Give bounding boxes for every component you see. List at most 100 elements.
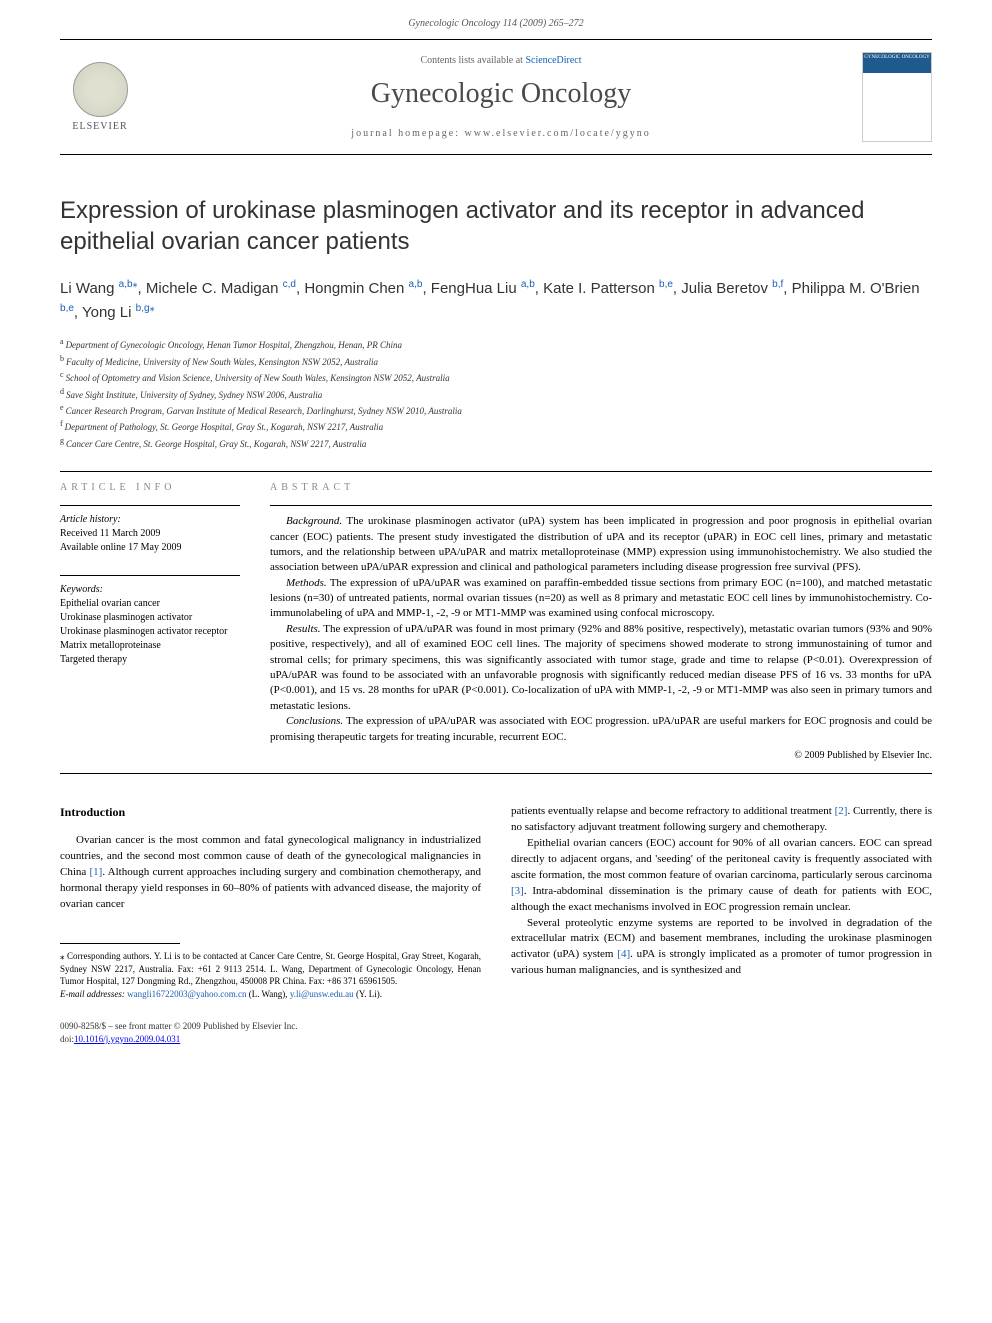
affiliation-link[interactable]: b [659, 279, 665, 290]
abstract-results: Results. The expression of uPA/uPAR was … [270, 622, 932, 714]
issn-line: 0090-8258/$ – see front matter © 2009 Pu… [60, 1020, 932, 1033]
intro-paragraph-1: Ovarian cancer is the most common and fa… [60, 833, 481, 913]
rp2-text-a: Epithelial ovarian cancers (EOC) account… [511, 837, 932, 881]
ref-2-link[interactable]: [2] [835, 805, 848, 817]
journal-homepage-line: journal homepage: www.elsevier.com/locat… [140, 128, 862, 139]
abstract-panel: ABSTRACT Background. The urokinase plasm… [270, 482, 932, 763]
email-2-link[interactable]: y.li@unsw.edu.au [290, 989, 354, 999]
received-date: Received 11 March 2009 [60, 527, 240, 541]
article-history-block: Article history: Received 11 March 2009 … [60, 505, 240, 555]
rp2-text-b: . Intra-abdominal dissemination is the p… [511, 885, 932, 913]
affiliation-sup: c [60, 370, 66, 379]
background-label: Background. [286, 515, 342, 527]
doi-line: doi:10.1016/j.ygyno.2009.04.031 [60, 1033, 932, 1046]
doi-label: doi: [60, 1034, 74, 1044]
author: Yong Li b,g⁎ [82, 304, 155, 321]
affiliation-link[interactable]: a [409, 279, 415, 290]
online-date: Available online 17 May 2009 [60, 541, 240, 555]
body-columns: Introduction Ovarian cancer is the most … [60, 804, 932, 1000]
info-abstract-row: ARTICLE INFO Article history: Received 1… [60, 482, 932, 763]
footnotes: ⁎ Corresponding authors. Y. Li is to be … [60, 950, 481, 1000]
affiliation-link[interactable]: b [417, 279, 423, 290]
author-affiliation-sup: a,b [521, 279, 535, 290]
affiliation-list: a Department of Gynecologic Oncology, He… [60, 336, 932, 451]
corresponding-star[interactable]: ⁎ [133, 279, 138, 290]
abstract-body: Background. The urokinase plasminogen ac… [270, 505, 932, 763]
affiliation-link[interactable]: e [667, 279, 673, 290]
article-info-heading: ARTICLE INFO [60, 482, 240, 493]
abstract-heading: ABSTRACT [270, 482, 932, 493]
author-affiliation-sup: c,d [283, 279, 296, 290]
ref-4-link[interactable]: [4] [617, 948, 630, 960]
affiliation-link[interactable]: f [781, 279, 784, 290]
journal-banner: ELSEVIER Contents lists available at Sci… [60, 39, 932, 155]
affiliation-line: c School of Optometry and Vision Science… [60, 369, 932, 385]
ref-3-link[interactable]: [3] [511, 885, 524, 897]
intro-paragraph-2: Epithelial ovarian cancers (EOC) account… [511, 836, 932, 916]
affiliation-link[interactable]: e [68, 303, 74, 314]
keyword-item: Urokinase plasminogen activator [60, 611, 240, 625]
contents-available-line: Contents lists available at ScienceDirec… [140, 55, 862, 66]
affiliation-sup: d [60, 387, 66, 396]
affiliation-line: d Save Sight Institute, University of Sy… [60, 386, 932, 402]
author: Li Wang a,b⁎ [60, 280, 138, 297]
author-list: Li Wang a,b⁎, Michele C. Madigan c,d, Ho… [60, 277, 932, 324]
affiliation-line: e Cancer Research Program, Garvan Instit… [60, 402, 932, 418]
email-1-link[interactable]: wangli16722003@yahoo.com.cn [127, 989, 246, 999]
keyword-item: Epithelial ovarian cancer [60, 597, 240, 611]
conclusions-text: The expression of uPA/uPAR was associate… [270, 715, 932, 742]
corresponding-star[interactable]: ⁎ [150, 303, 155, 314]
corresponding-author-note: ⁎ Corresponding authors. Y. Li is to be … [60, 950, 481, 988]
affiliation-line: g Cancer Care Centre, St. George Hospita… [60, 435, 932, 451]
email-line: E-mail addresses: wangli16722003@yahoo.c… [60, 988, 481, 1001]
elsevier-logo: ELSEVIER [60, 52, 140, 142]
affiliation-link[interactable]: d [290, 279, 296, 290]
affiliation-link[interactable]: b [136, 303, 142, 314]
methods-text: The expression of uPA/uPAR was examined … [270, 577, 932, 620]
author: Kate I. Patterson b,e [543, 280, 673, 297]
background-text: The urokinase plasminogen activator (uPA… [270, 515, 932, 573]
affiliation-sup: f [60, 419, 65, 428]
affiliation-sup: e [60, 403, 66, 412]
journal-name: Gynecologic Oncology [140, 78, 862, 110]
intro-paragraph-1-cont: patients eventually relapse and become r… [511, 804, 932, 836]
footnote-divider [60, 943, 180, 944]
affiliation-line: b Faculty of Medicine, University of New… [60, 353, 932, 369]
affiliation-link[interactable]: b [60, 303, 66, 314]
author: Michele C. Madigan c,d [146, 280, 296, 297]
results-label: Results. [286, 623, 321, 635]
methods-label: Methods. [286, 577, 327, 589]
affiliation-link[interactable]: a [521, 279, 527, 290]
affiliation-sup: b [60, 354, 66, 363]
affiliation-sup: a [60, 337, 66, 346]
affiliation-sup: g [60, 436, 66, 445]
sciencedirect-link[interactable]: ScienceDirect [525, 55, 581, 66]
cover-title: GYNECOLOGIC ONCOLOGY [863, 53, 931, 73]
author-affiliation-sup: b,f [772, 279, 783, 290]
affiliation-link[interactable]: b [772, 279, 778, 290]
homepage-url: www.elsevier.com/locate/ygyno [465, 128, 651, 139]
introduction-heading: Introduction [60, 804, 481, 821]
author-affiliation-sup: a,b [409, 279, 423, 290]
doi-link[interactable]: 10.1016/j.ygyno.2009.04.031 [74, 1034, 180, 1044]
keyword-item: Urokinase plasminogen activator receptor [60, 625, 240, 639]
abstract-background: Background. The urokinase plasminogen ac… [270, 514, 932, 576]
affiliation-link[interactable]: c [283, 279, 288, 290]
page-footer: 0090-8258/$ – see front matter © 2009 Pu… [60, 1020, 932, 1045]
affiliation-link[interactable]: b [529, 279, 535, 290]
elsevier-tree-icon [73, 62, 128, 117]
abstract-copyright: © 2009 Published by Elsevier Inc. [270, 749, 932, 763]
author: Hongmin Chen a,b [304, 280, 422, 297]
ref-1-link[interactable]: [1] [90, 866, 103, 878]
article-title: Expression of urokinase plasminogen acti… [60, 195, 932, 257]
keywords-block: Keywords: Epithelial ovarian cancerUroki… [60, 575, 240, 667]
section-divider [60, 471, 932, 472]
journal-cover-thumbnail: GYNECOLOGIC ONCOLOGY [862, 52, 932, 142]
author-affiliation-sup: b,e [659, 279, 673, 290]
section-divider [60, 773, 932, 774]
affiliation-line: f Department of Pathology, St. George Ho… [60, 418, 932, 434]
contents-prefix: Contents lists available at [420, 55, 525, 66]
affiliation-link[interactable]: a [119, 279, 125, 290]
elsevier-label: ELSEVIER [72, 121, 127, 132]
email-1-who: (L. Wang), [246, 989, 289, 999]
